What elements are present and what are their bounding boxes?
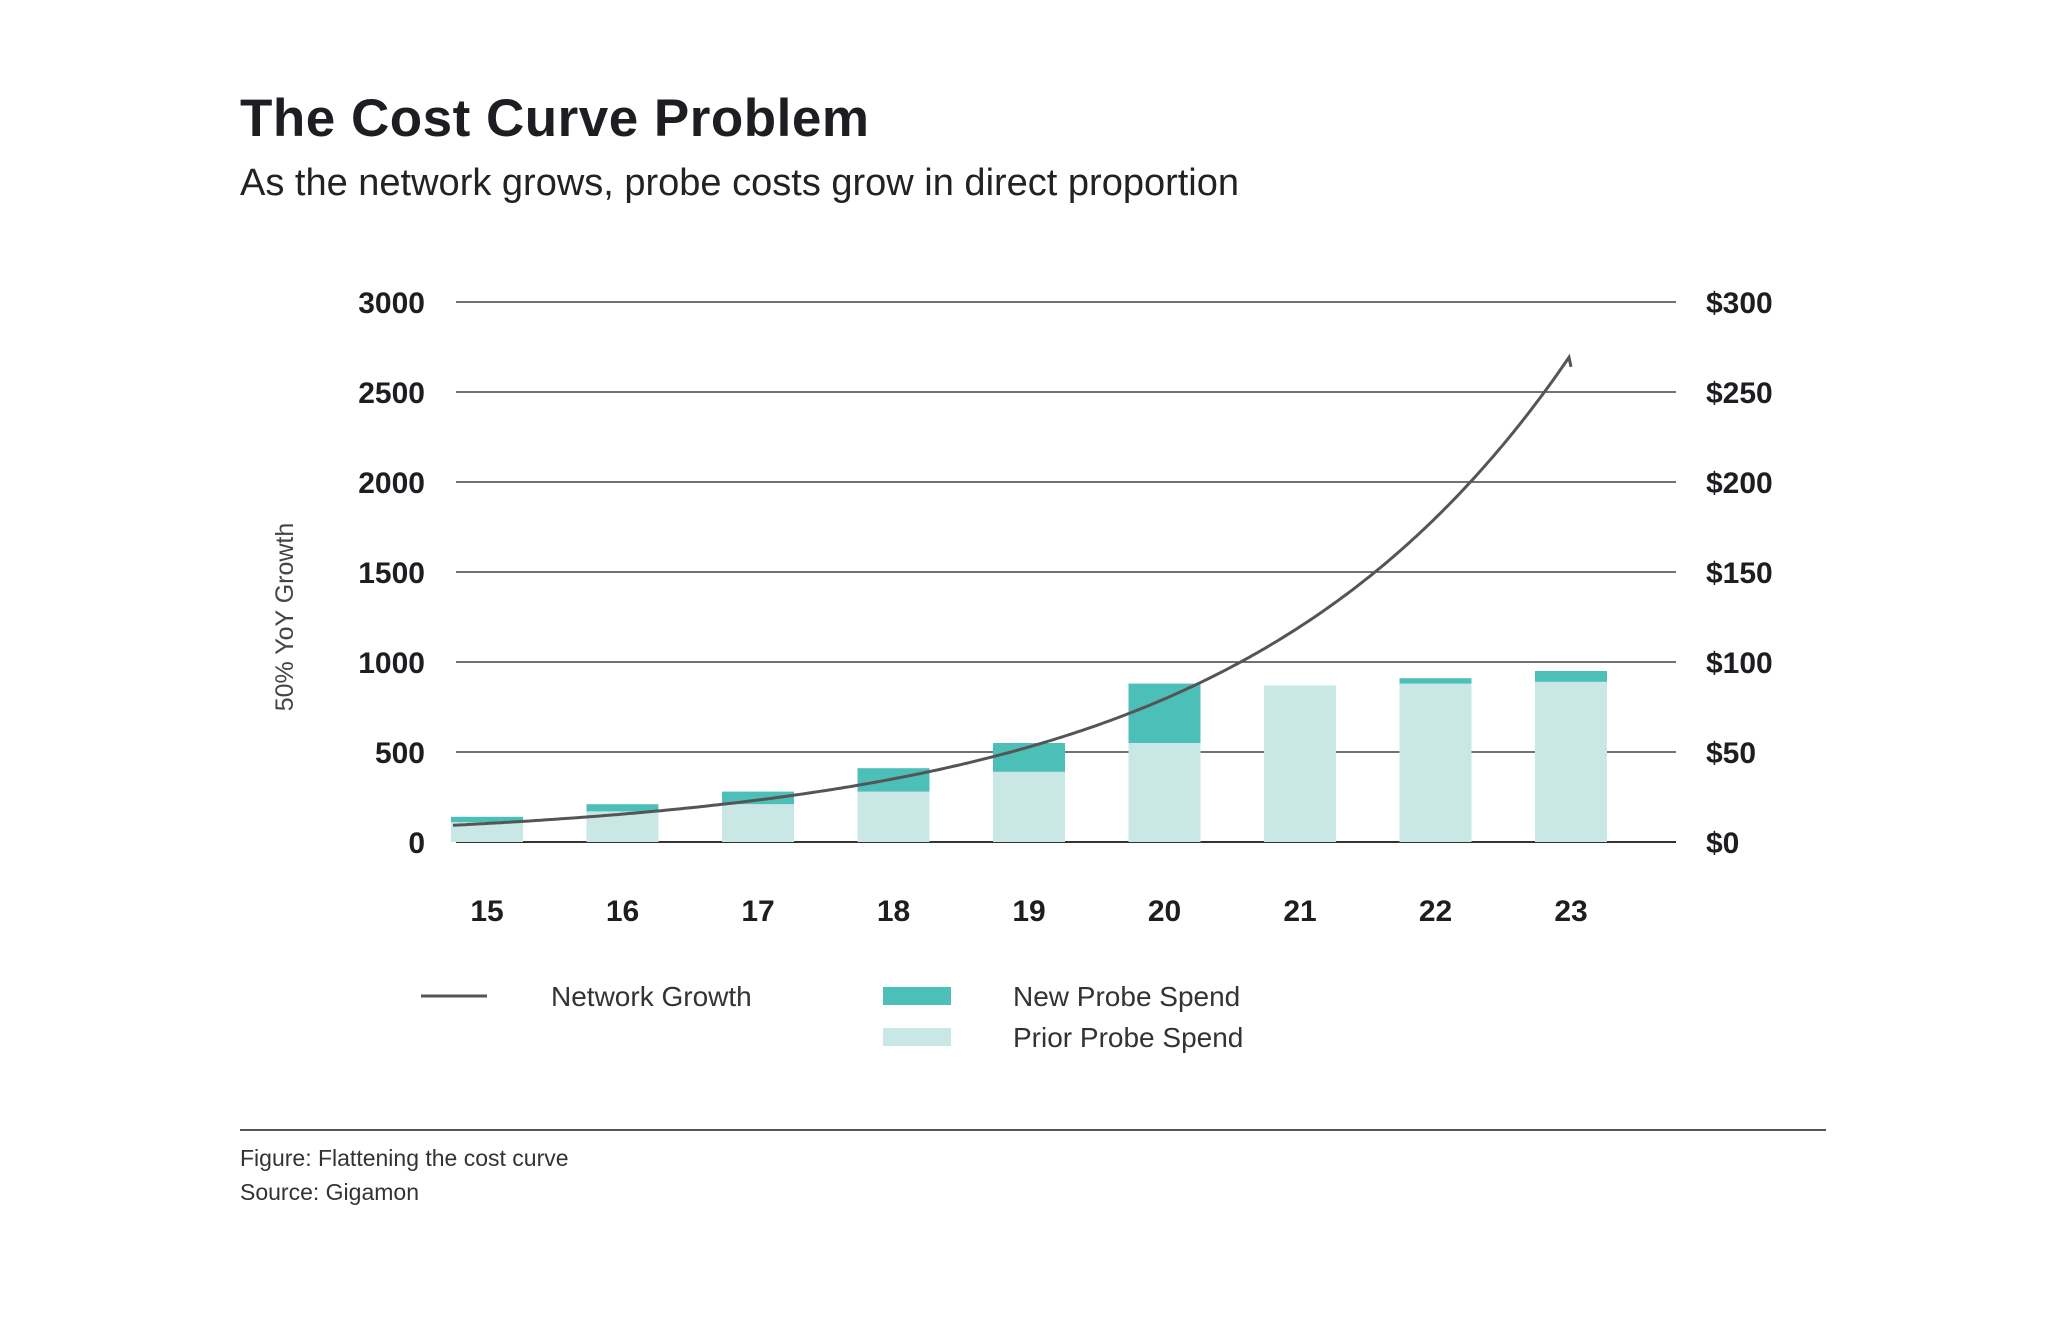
legend-new-probe-swatch [883,987,951,1005]
source-caption: Source: Gigamon [240,1179,419,1205]
bar-prior-probe-spend [451,822,523,842]
legend: Network Growth New Probe Spend Prior Pro… [421,981,1243,1053]
legend-network-growth-label: Network Growth [551,981,752,1012]
bar-new-probe-spend [1535,671,1607,682]
y-tick-right: $150 [1706,557,1773,590]
x-tick: 18 [877,895,910,928]
bar-prior-probe-spend [1128,743,1201,842]
y-tick-left: 2500 [358,377,425,410]
network-growth-line [452,353,1573,827]
bar-prior-probe-spend [1399,683,1472,842]
bar-prior-probe-spend [1535,681,1607,842]
x-tick: 20 [1148,895,1181,928]
bar-new-probe-spend [451,816,523,823]
footer-divider [240,1129,1826,1131]
x-tick: 23 [1554,895,1587,928]
bar-prior-probe-spend [722,804,794,842]
y-tick-left: 500 [375,737,425,770]
y-tick-left: 2000 [358,467,425,500]
y-axis-label-left: 50% YoY Growth [271,523,299,712]
y-tick-left: 0 [408,827,425,860]
y-tick-right: $0 [1706,827,1739,860]
y-tick-left: 1500 [358,557,425,590]
chart-subtitle: As the network grows, probe costs grow i… [240,162,1240,204]
x-tick: 22 [1419,895,1452,928]
legend-new-probe-label: New Probe Spend [1013,981,1240,1012]
bar-new-probe-spend [1399,678,1472,684]
x-tick: 19 [1012,895,1045,928]
chart-title: The Cost Curve Problem [240,89,870,148]
bar-new-probe-spend [1128,683,1201,743]
bar-prior-probe-spend [993,771,1065,842]
y-tick-right: $200 [1706,467,1773,500]
legend-prior-probe-label: Prior Probe Spend [1013,1022,1243,1053]
legend-prior-probe-swatch [883,1028,951,1046]
bar-new-probe-spend [586,804,659,812]
y-tick-right: $50 [1706,737,1756,770]
y-tick-right: $300 [1706,287,1773,320]
x-tick: 17 [741,895,774,928]
x-tick: 16 [606,895,639,928]
y-tick-right: $250 [1706,377,1773,410]
figure-caption: Figure: Flattening the cost curve [240,1145,569,1171]
bar-prior-probe-spend [1264,685,1336,842]
bar-prior-probe-spend [857,791,930,842]
x-tick: 15 [470,895,503,928]
y-tick-right: $100 [1706,647,1773,680]
y-tick-left: 1000 [358,647,425,680]
y-tick-left: 3000 [358,287,425,320]
x-tick: 21 [1283,895,1316,928]
chart: 0 $0 500 $50 1000 $100 1500 $150 2000 $200 2500 $25… [271,287,1773,1053]
